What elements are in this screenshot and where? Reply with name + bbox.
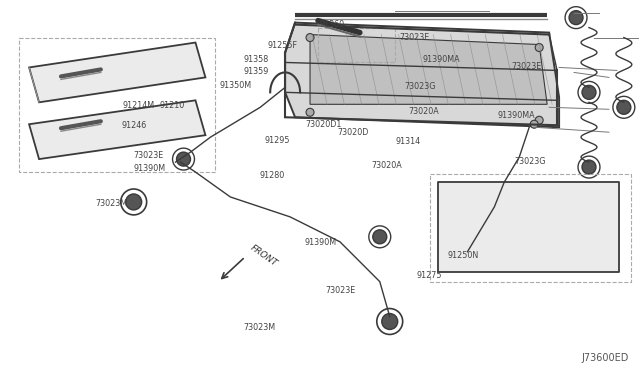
Text: 91390MA: 91390MA bbox=[497, 111, 535, 120]
Text: 91360: 91360 bbox=[320, 20, 345, 29]
Text: 73023G: 73023G bbox=[405, 82, 436, 91]
Polygon shape bbox=[29, 42, 205, 102]
Text: 73023E: 73023E bbox=[134, 151, 164, 160]
Text: 91358: 91358 bbox=[243, 55, 269, 64]
Circle shape bbox=[569, 11, 583, 25]
Text: 73020A: 73020A bbox=[371, 161, 402, 170]
Circle shape bbox=[306, 33, 314, 42]
Text: 91275: 91275 bbox=[417, 271, 442, 280]
Circle shape bbox=[373, 230, 387, 244]
Circle shape bbox=[530, 120, 538, 128]
Text: 91350M: 91350M bbox=[220, 81, 252, 90]
Text: 91210: 91210 bbox=[159, 101, 184, 110]
Text: 91280: 91280 bbox=[259, 171, 285, 180]
Text: 73023E: 73023E bbox=[511, 62, 541, 71]
Text: 73023E: 73023E bbox=[325, 286, 355, 295]
Text: 73023M: 73023M bbox=[243, 323, 276, 332]
Text: 91390M: 91390M bbox=[134, 164, 166, 173]
Text: 91250N: 91250N bbox=[447, 251, 479, 260]
Text: 73020D: 73020D bbox=[337, 128, 369, 137]
Polygon shape bbox=[285, 23, 559, 127]
Polygon shape bbox=[310, 35, 547, 104]
Text: 91214M: 91214M bbox=[122, 101, 154, 110]
Text: 91255F: 91255F bbox=[268, 41, 298, 50]
Text: 73020D1: 73020D1 bbox=[305, 120, 342, 129]
Polygon shape bbox=[438, 182, 619, 272]
Polygon shape bbox=[29, 100, 205, 159]
Text: 91246: 91246 bbox=[121, 122, 147, 131]
Text: 91390MA: 91390MA bbox=[422, 55, 460, 64]
Text: 73023E: 73023E bbox=[400, 33, 430, 42]
Text: J73600ED: J73600ED bbox=[582, 353, 629, 363]
Circle shape bbox=[617, 100, 631, 114]
Circle shape bbox=[306, 108, 314, 116]
Text: 91295: 91295 bbox=[264, 136, 290, 145]
Text: 73023M: 73023M bbox=[95, 199, 128, 208]
Circle shape bbox=[535, 116, 543, 124]
Text: FRONT: FRONT bbox=[248, 244, 278, 269]
Text: 91314: 91314 bbox=[396, 137, 421, 146]
Circle shape bbox=[382, 314, 397, 330]
Circle shape bbox=[125, 194, 141, 210]
Circle shape bbox=[582, 160, 596, 174]
Text: 91390M: 91390M bbox=[304, 238, 336, 247]
Circle shape bbox=[535, 44, 543, 51]
Circle shape bbox=[177, 152, 191, 166]
Text: 73020A: 73020A bbox=[408, 108, 439, 116]
Text: 91359: 91359 bbox=[243, 67, 269, 76]
Circle shape bbox=[582, 86, 596, 99]
Text: 73023G: 73023G bbox=[515, 157, 546, 166]
